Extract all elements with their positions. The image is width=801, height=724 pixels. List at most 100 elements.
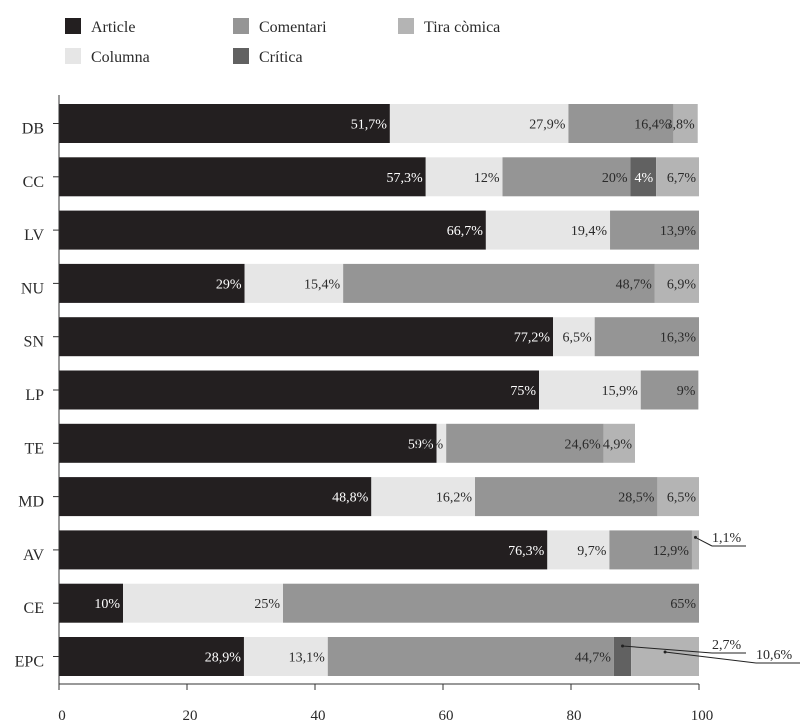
bar-nu-tira-comica: [654, 263, 699, 303]
bar-cc-columna: [425, 157, 503, 197]
bar-epc-tira-comica: [631, 637, 699, 676]
bar-cc-tira-comica: [656, 157, 699, 197]
value-label-sn-comentari: 16,3%: [660, 331, 697, 346]
value-label-epc-columna: 13,1%: [289, 651, 326, 666]
category-label-epc: EPC: [15, 654, 44, 671]
legend-label-critica: Crítica: [259, 49, 303, 66]
bar-nu-article: [59, 263, 245, 303]
legend-label-article: Article: [91, 19, 135, 36]
bar-db-comentari: [568, 104, 674, 143]
bar-lp-columna: [539, 370, 641, 410]
x-tick-label-40: 40: [311, 708, 326, 724]
callout-leader-epc-critica: [622, 645, 713, 654]
value-label-lp-columna: 15,9%: [602, 384, 639, 399]
value-label-cc-comentari: 20%: [602, 171, 628, 186]
callout-leader-av-tira-comica: [695, 536, 713, 547]
value-label-db-article: 51,7%: [351, 118, 388, 133]
callouts: 1,1% 2,7% 10,6%: [621, 531, 800, 664]
value-label-te-comentari: 24,6%: [564, 437, 601, 452]
callout-label-av-tira-comica: 1,1%: [712, 531, 742, 546]
value-label-epc-comentari: 44,7%: [575, 651, 612, 666]
value-label-nu-columna: 15,4%: [304, 277, 341, 292]
bar-cc-critica: [630, 157, 657, 197]
value-label-md-comentari: 28,5%: [618, 491, 655, 506]
legend: Article Comentari Tira còmica Columna Crític…: [65, 18, 500, 66]
value-label-cc-article: 57,3%: [387, 171, 424, 186]
bar-av-tira-comica: [691, 530, 699, 570]
bar-epc-article: [59, 637, 244, 676]
value-label-av-article: 76,3%: [508, 544, 545, 559]
value-label-lv-comentari: 13,9%: [660, 224, 697, 239]
callout-label-epc-critica: 2,7%: [712, 638, 742, 653]
legend-label-tira-comica: Tira còmica: [424, 19, 500, 36]
bar-db-article: [59, 104, 390, 143]
category-label-sn: SN: [24, 334, 45, 351]
value-label-av-columna: 9,7%: [577, 544, 607, 559]
value-label-md-article: 48,8%: [332, 491, 369, 506]
legend-swatch-columna: [65, 48, 81, 64]
bar-te-tira-comica: [603, 423, 635, 463]
value-label-ce-article: 10%: [94, 597, 120, 612]
bar-cc-comentari: [502, 157, 631, 197]
category-label-nu: NU: [21, 280, 45, 297]
value-label-av-comentari: 12,9%: [653, 544, 690, 559]
value-label-nu-tira-comica: 6,9%: [667, 277, 697, 292]
bar-av-columna: [547, 530, 610, 570]
category-label-lv: LV: [24, 227, 44, 244]
value-label-db-comentari: 16,4%: [634, 118, 671, 133]
value-label-lp-article: 75%: [510, 384, 536, 399]
x-tick-label-80: 80: [567, 708, 582, 724]
bar-lp-article: [59, 370, 539, 410]
value-label-cc-columna: 12%: [474, 171, 500, 186]
legend-swatch-comentari: [233, 18, 249, 34]
legend-swatch-tira-comica: [398, 18, 414, 34]
category-label-db: DB: [22, 121, 44, 138]
bar-md-columna: [371, 477, 475, 517]
legend-label-comentari: Comentari: [259, 19, 327, 36]
value-label-lv-columna: 19,4%: [571, 224, 608, 239]
value-label-sn-columna: 6,5%: [563, 331, 593, 346]
bar-epc-columna: [243, 637, 328, 676]
bar-sn-comentari: [594, 317, 699, 357]
x-tick-label-20: 20: [183, 708, 198, 724]
bar-lp-comentari: [640, 370, 699, 410]
bar-db-columna: [389, 104, 569, 143]
bar-lv-columna: [485, 210, 611, 250]
value-label-epc-article: 28,9%: [205, 651, 242, 666]
bar-sn-article: [59, 317, 554, 357]
value-label-cc-critica: 4%: [634, 171, 653, 186]
bar-sn-columna: [553, 317, 595, 357]
value-label-md-columna: 16,2%: [436, 491, 473, 506]
value-label-ce-comentari: 65%: [670, 597, 696, 612]
callout-label-epc-tira-comica: 10,6%: [756, 648, 793, 663]
bar-epc-comentari: [327, 637, 614, 676]
bar-te-article: [59, 423, 437, 463]
legend-swatch-critica: [233, 48, 249, 64]
value-label-ce-columna: 25%: [254, 597, 280, 612]
bar-te-columna: [436, 423, 447, 463]
bar-ce-article: [59, 583, 123, 623]
bar-db-tira-comica: [673, 104, 698, 143]
bar-nu-comentari: [343, 263, 655, 303]
axes: 0 20 40 60 80 100 DB CC LV NU SN LP TE MD AV CE EPC: [15, 95, 713, 724]
legend-label-columna: Columna: [91, 49, 150, 66]
callout-leader-epc-tira-comica: [665, 651, 757, 664]
bar-lv-article: [59, 210, 486, 250]
value-label-lp-comentari: 9%: [677, 384, 696, 399]
bar-lv-comentari: [610, 210, 699, 250]
value-label-nu-article: 29%: [216, 277, 242, 292]
x-tick-label-0: 0: [58, 708, 66, 724]
bar-nu-columna: [244, 263, 344, 303]
bar-ce-comentari: [283, 583, 699, 623]
category-label-cc: CC: [23, 174, 44, 191]
bar-md-tira-comica: [657, 477, 699, 517]
category-label-ce: CE: [24, 600, 44, 617]
value-label-te-tira-comica: 4,9%: [603, 437, 633, 452]
bar-av-article: [59, 530, 548, 570]
category-label-lp: LP: [25, 387, 44, 404]
bar-md-comentari: [475, 477, 658, 517]
bar-epc-critica: [613, 637, 632, 676]
value-label-sn-article: 77,2%: [514, 331, 551, 346]
value-label-te-article: 59%: [408, 437, 434, 452]
